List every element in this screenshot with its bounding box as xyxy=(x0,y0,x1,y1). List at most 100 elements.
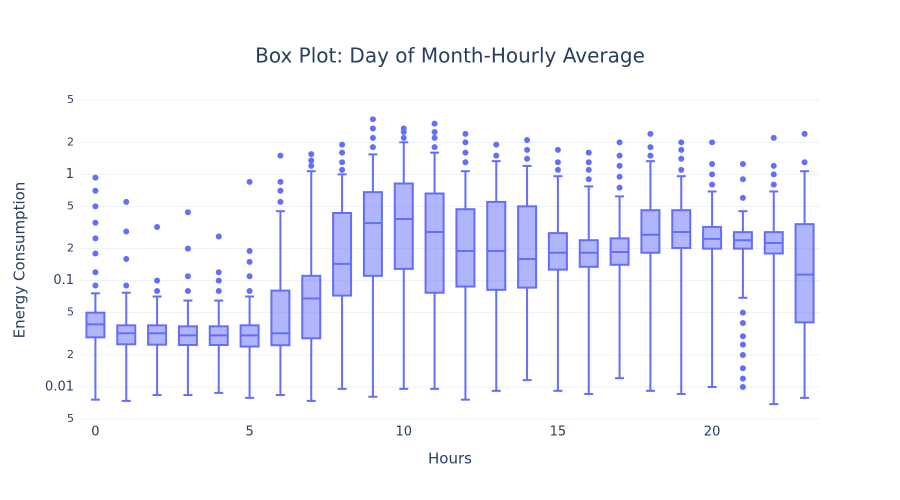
outlier xyxy=(739,365,746,372)
outlier xyxy=(678,155,685,162)
outlier xyxy=(246,248,253,255)
outlier xyxy=(431,134,438,141)
outlier xyxy=(616,152,623,159)
outlier xyxy=(154,287,161,294)
outlier xyxy=(739,333,746,340)
outlier xyxy=(369,144,376,151)
outlier xyxy=(308,157,315,164)
y-tick-label: 5 xyxy=(67,412,74,425)
outlier xyxy=(585,166,592,173)
outlier xyxy=(739,194,746,201)
x-tick-label: 15 xyxy=(550,425,567,440)
outlier xyxy=(524,155,531,162)
outlier xyxy=(431,129,438,136)
outlier xyxy=(184,287,191,294)
outlier xyxy=(739,176,746,183)
x-tick-label: 20 xyxy=(704,425,721,440)
outlier xyxy=(678,146,685,153)
outlier xyxy=(154,223,161,230)
outlier xyxy=(277,152,284,159)
box xyxy=(424,192,445,294)
outlier xyxy=(709,181,716,188)
outlier xyxy=(647,144,654,151)
outlier xyxy=(123,198,130,205)
y-tick-label: 2 xyxy=(67,348,74,361)
outlier xyxy=(277,198,284,205)
outlier xyxy=(709,161,716,168)
outlier xyxy=(739,383,746,390)
y-tick-label: 5 xyxy=(67,306,74,319)
box xyxy=(362,191,383,277)
box xyxy=(640,209,661,254)
box xyxy=(393,182,414,270)
outlier xyxy=(92,174,99,181)
y-tick-label: 5 xyxy=(67,93,74,106)
x-axis-label: Hours xyxy=(428,450,472,468)
outlier xyxy=(739,341,746,348)
y-tick-label: 2 xyxy=(67,242,74,255)
outlier xyxy=(431,144,438,151)
box xyxy=(270,289,291,347)
outlier xyxy=(246,258,253,265)
outlier xyxy=(123,282,130,289)
outlier xyxy=(739,351,746,358)
outlier xyxy=(801,130,808,137)
outlier xyxy=(678,166,685,173)
x-tick-label: 0 xyxy=(91,425,99,440)
outlier xyxy=(277,178,284,185)
y-tick-label: 0.01 xyxy=(45,379,74,394)
outlier xyxy=(647,130,654,137)
box xyxy=(301,274,322,340)
outlier xyxy=(215,233,222,240)
outlier xyxy=(92,250,99,257)
box xyxy=(517,205,538,289)
outlier xyxy=(308,151,315,158)
y-tick-label: 0.1 xyxy=(53,273,74,288)
outlier xyxy=(184,245,191,252)
box xyxy=(116,324,137,346)
outlier xyxy=(184,273,191,280)
box xyxy=(486,200,507,291)
outlier xyxy=(739,309,746,316)
outlier xyxy=(554,159,561,166)
outlier xyxy=(770,134,777,141)
y-tick-label: 5 xyxy=(67,199,74,212)
outlier xyxy=(770,162,777,169)
outlier xyxy=(709,139,716,146)
outlier xyxy=(616,184,623,191)
outlier xyxy=(92,187,99,194)
box xyxy=(671,209,692,249)
outlier xyxy=(462,149,469,156)
box xyxy=(547,232,568,271)
outlier xyxy=(246,273,253,280)
outlier xyxy=(739,319,746,326)
box xyxy=(147,324,168,346)
outlier xyxy=(616,162,623,169)
outlier xyxy=(92,203,99,210)
y-tick-label: 1 xyxy=(66,167,74,182)
outlier xyxy=(585,176,592,183)
outlier xyxy=(123,228,130,235)
outlier xyxy=(739,375,746,382)
outlier xyxy=(524,137,531,144)
outlier xyxy=(739,161,746,168)
outlier xyxy=(246,287,253,294)
outlier xyxy=(647,152,654,159)
outlier xyxy=(801,159,808,166)
outlier xyxy=(246,178,253,185)
x-tick-label: 10 xyxy=(395,425,412,440)
outlier xyxy=(585,159,592,166)
outlier xyxy=(462,139,469,146)
outlier xyxy=(369,116,376,123)
outlier xyxy=(462,130,469,137)
outlier xyxy=(184,209,191,216)
outlier xyxy=(308,162,315,169)
outlier xyxy=(339,166,346,173)
y-axis-label: Energy Consumption xyxy=(11,182,29,339)
outlier xyxy=(369,134,376,141)
box xyxy=(794,223,815,324)
outlier xyxy=(369,125,376,132)
outlier xyxy=(709,171,716,178)
outlier xyxy=(123,255,130,262)
